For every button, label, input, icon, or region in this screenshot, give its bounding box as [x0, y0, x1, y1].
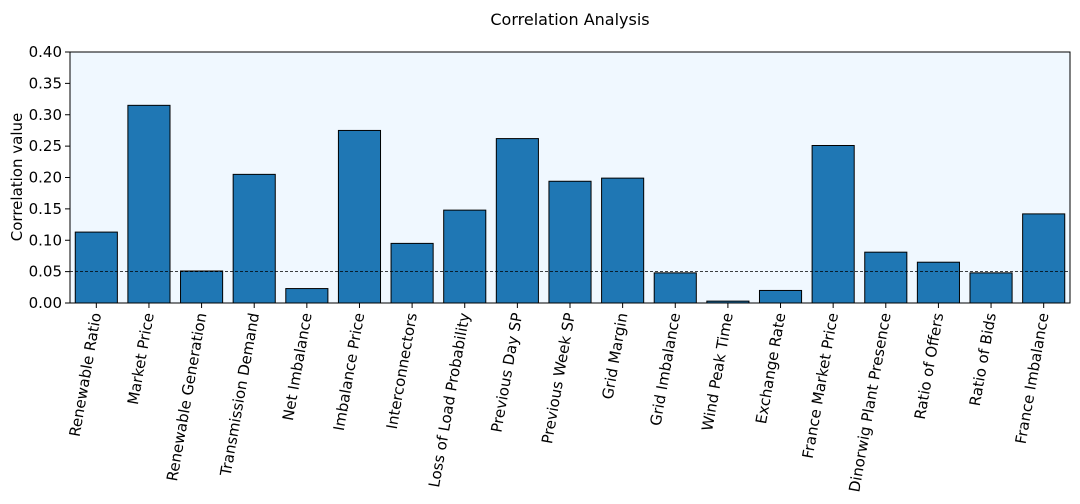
x-tick-label: Grid Margin — [599, 311, 632, 400]
x-tick-label: Previous Day SP — [487, 311, 526, 433]
chart-title: Correlation Analysis — [490, 10, 649, 29]
bar — [127, 104, 171, 304]
x-tick-label: Imbalance Price — [330, 311, 368, 432]
bar — [74, 231, 118, 304]
y-tick-label: 0.35 — [29, 74, 62, 92]
bar — [864, 251, 908, 304]
y-tick-label: 0.20 — [29, 169, 62, 187]
x-tick-label: Exchange Rate — [752, 311, 789, 425]
bar — [337, 129, 382, 304]
x-tick-label: Ratio of Offers — [911, 311, 947, 421]
bar — [548, 180, 592, 304]
bar — [390, 242, 434, 304]
x-tick-label: France Imbalance — [1012, 311, 1053, 445]
y-tick-label: 0.25 — [29, 137, 62, 155]
bar — [495, 138, 539, 304]
y-tick-label: 0.00 — [29, 294, 62, 312]
x-tick-label: Interconnectors — [383, 311, 421, 430]
x-tick-label: Renewable Generation — [163, 311, 210, 482]
y-axis: 0.00 0.05 0.10 0.15 0.20 0.25 0.30 0.35 0.40 — [29, 43, 70, 312]
bar — [811, 144, 855, 304]
x-tick-label: Dinorwig Plant Presence — [845, 311, 894, 493]
x-tick-label: Loss of Load Probability — [425, 311, 473, 488]
y-tick-label: 0.10 — [29, 231, 62, 249]
x-tick-label: Wind Peak Time — [698, 311, 736, 432]
y-tick-label: 0.15 — [29, 200, 62, 218]
bar — [653, 272, 697, 304]
x-axis: Renewable Ratio Market Price Renewable Gen… — [66, 303, 1053, 494]
bar — [601, 177, 645, 304]
y-axis-label: Correlation value — [8, 113, 26, 241]
y-tick-label: 0.40 — [29, 43, 62, 61]
bar — [180, 270, 224, 304]
bar — [285, 288, 329, 304]
bar — [969, 272, 1013, 304]
x-tick-label: Market Price — [124, 311, 158, 406]
bar — [758, 289, 803, 304]
x-tick-label: Net Imbalance — [279, 311, 316, 422]
bar — [443, 209, 487, 304]
x-tick-label: Renewable Ratio — [66, 311, 105, 438]
bar — [1022, 213, 1066, 304]
x-tick-label: Previous Week SP — [538, 311, 579, 445]
bars-group — [74, 104, 1066, 304]
x-tick-label: Transmission Demand — [216, 311, 263, 478]
y-tick-label: 0.05 — [29, 263, 62, 281]
x-tick-label: Grid Imbalance — [647, 311, 685, 427]
x-tick-label: Ratio of Bids — [966, 311, 1000, 407]
bar — [232, 173, 276, 304]
x-tick-label: France Market Price — [799, 311, 842, 459]
bar — [916, 261, 960, 304]
y-tick-label: 0.30 — [29, 106, 62, 124]
